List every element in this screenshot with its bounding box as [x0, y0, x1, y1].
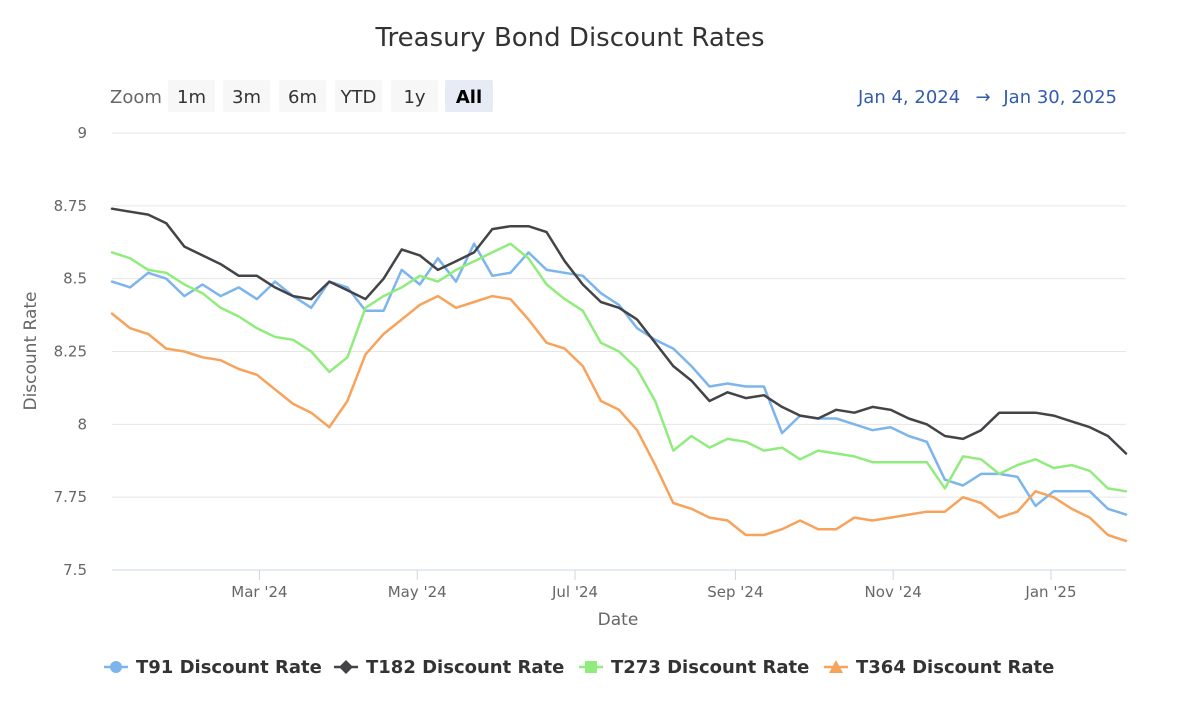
zoom-button-label: 3m — [232, 87, 261, 108]
y-tick-label: 7.5 — [63, 561, 87, 579]
zoom-button-bg — [279, 80, 326, 112]
range-from-date[interactable]: Jan 4, 2024 — [857, 87, 960, 108]
x-tick-label: Jan '25 — [1024, 583, 1076, 601]
zoom-button-label: All — [456, 87, 482, 108]
zoom-button-ytd[interactable]: YTD — [335, 80, 382, 112]
legend-label: T91 Discount Rate — [136, 657, 322, 678]
zoom-label: Zoom — [110, 87, 162, 108]
zoom-button-bg — [223, 80, 270, 112]
y-axis-title: Discount Rate — [21, 291, 41, 410]
zoom-button-label: 1y — [403, 87, 425, 108]
chart-title: Treasury Bond Discount Rates — [374, 23, 764, 53]
date-range-display: Jan 4, 2024 → Jan 30, 2025 — [857, 87, 1117, 108]
range-to-date[interactable]: Jan 30, 2025 — [1002, 87, 1117, 108]
range-arrow: → — [975, 87, 990, 108]
x-axis: Mar '24 May '24 Jul '24 Sep '24 Nov '24 Jan '… — [231, 570, 1077, 601]
x-tick-label: Mar '24 — [231, 583, 287, 601]
legend-item-t364[interactable]: T364 Discount Rate — [824, 657, 1054, 678]
series-line-t273[interactable] — [110, 242, 1128, 493]
zoom-button-bg — [445, 80, 493, 112]
zoom-button-6m[interactable]: 6m — [279, 80, 326, 112]
series-lines — [110, 207, 1128, 543]
series-line-t182[interactable] — [110, 207, 1128, 455]
legend-marker-circle — [110, 661, 122, 673]
y-axis-ticks: 7.5 7.75 8 8.25 8.5 8.75 9 — [54, 124, 87, 579]
series-line-t91[interactable] — [110, 242, 1128, 516]
series-line-t364[interactable] — [110, 294, 1128, 543]
x-tick-label: Sep '24 — [707, 583, 763, 601]
zoom-button-label: 6m — [288, 87, 317, 108]
legend-item-t273[interactable]: T273 Discount Rate — [579, 657, 809, 678]
zoom-controls: Zoom 1m 3m 6m YTD 1y All — [110, 80, 493, 112]
legend-marker-triangle — [829, 660, 843, 673]
y-tick-label: 8.25 — [54, 343, 87, 361]
zoom-button-bg — [168, 80, 215, 112]
legend-item-t91[interactable]: T91 Discount Rate — [104, 657, 322, 678]
zoom-button-bg — [391, 80, 438, 112]
legend-marker-square — [585, 661, 597, 673]
zoom-button-3m[interactable]: 3m — [223, 80, 270, 112]
y-tick-label: 8.75 — [54, 197, 87, 215]
x-tick-label: Jul '24 — [551, 583, 598, 601]
legend-label: T364 Discount Rate — [856, 657, 1054, 678]
x-tick-label: Nov '24 — [865, 583, 922, 601]
x-tick-label: May '24 — [388, 583, 447, 601]
y-tick-label: 8 — [77, 415, 87, 433]
zoom-button-label: YTD — [340, 87, 377, 108]
zoom-button-1y[interactable]: 1y — [391, 80, 438, 112]
zoom-button-label: 1m — [177, 87, 206, 108]
legend-marker-diamond — [339, 660, 353, 674]
legend-item-t182[interactable]: T182 Discount Rate — [334, 657, 564, 678]
legend-label: T273 Discount Rate — [611, 657, 809, 678]
zoom-button-bg — [335, 80, 382, 112]
y-tick-label: 7.75 — [54, 488, 87, 506]
zoom-button-1m[interactable]: 1m — [168, 80, 215, 112]
legend: T91 Discount Rate T182 Discount Rate T273 … — [104, 657, 1054, 678]
legend-label: T182 Discount Rate — [366, 657, 564, 678]
x-axis-title: Date — [598, 610, 639, 630]
y-tick-label: 9 — [77, 124, 87, 142]
zoom-button-all[interactable]: All — [445, 80, 493, 112]
y-tick-label: 8.5 — [63, 270, 87, 288]
